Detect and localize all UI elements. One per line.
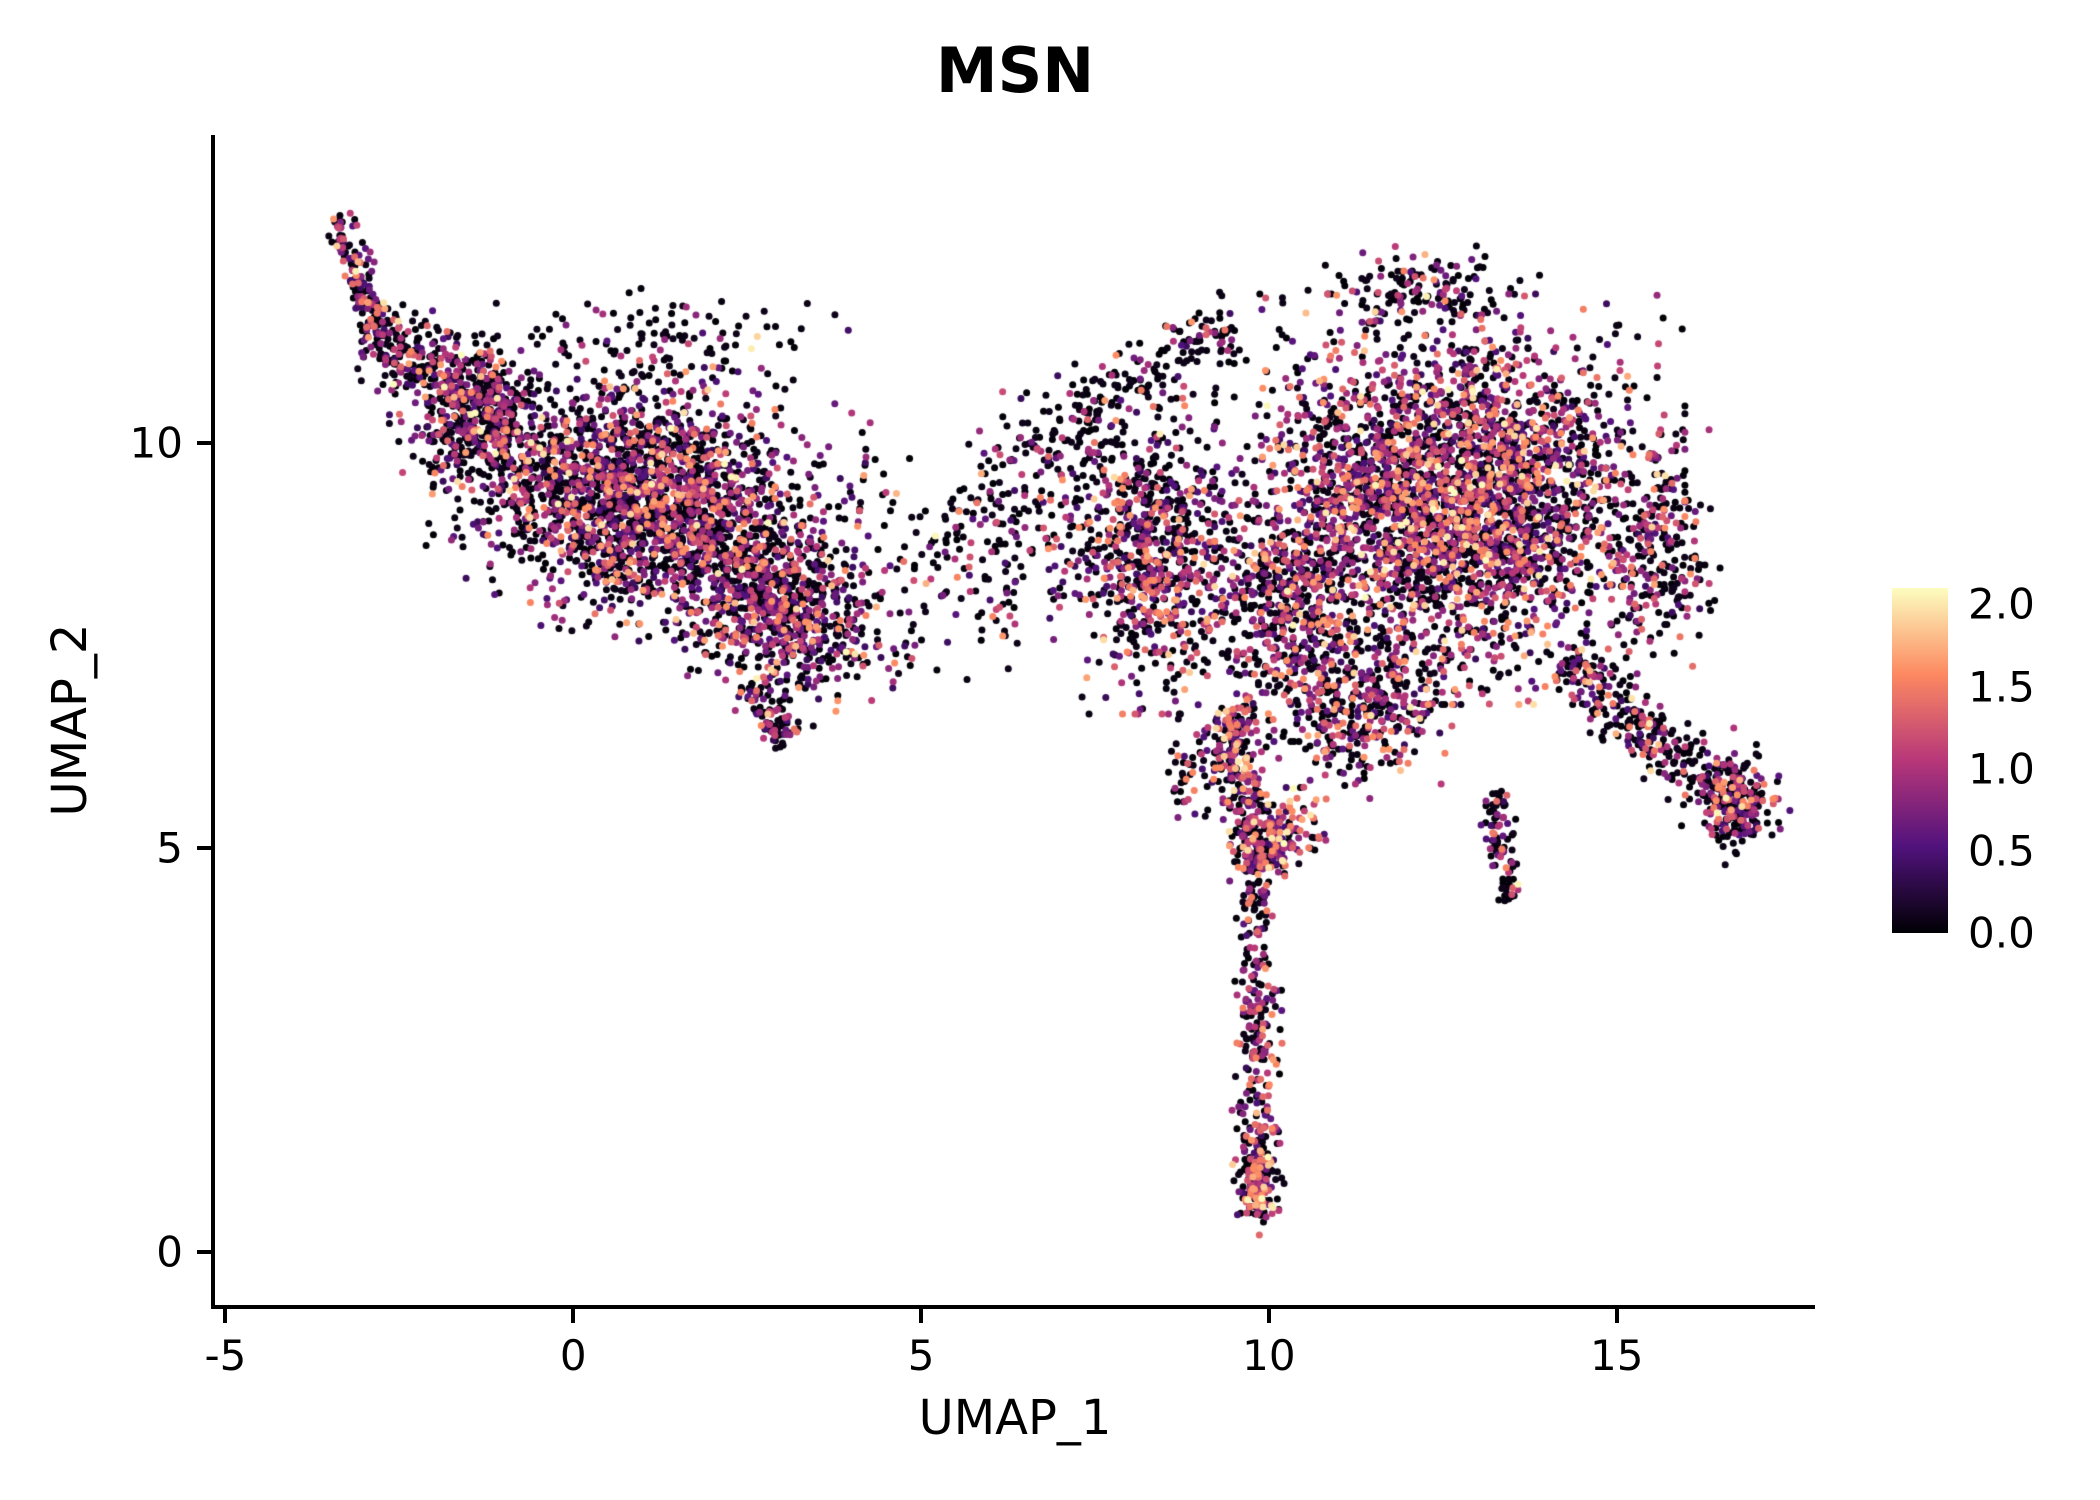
y-tick-mark bbox=[197, 1250, 211, 1255]
y-tick-label: 0 bbox=[156, 1227, 183, 1277]
colorbar-tick-label: 1.5 bbox=[1968, 662, 2035, 712]
x-tick-label: 0 bbox=[559, 1331, 587, 1380]
scatter-points bbox=[215, 135, 1815, 1305]
y-tick-mark bbox=[197, 440, 211, 445]
x-tick-mark bbox=[571, 1309, 576, 1323]
y-tick-mark bbox=[197, 845, 211, 850]
y-tick-label: 10 bbox=[129, 418, 183, 468]
x-tick-label: 15 bbox=[1590, 1331, 1644, 1380]
colorbar-gradient bbox=[1892, 588, 1948, 933]
x-tick-mark bbox=[223, 1309, 228, 1323]
colorbar-tick-label: 2.0 bbox=[1968, 579, 2035, 629]
colorbar-tick-label: 0.5 bbox=[1968, 826, 2035, 876]
y-axis-label: UMAP_2 bbox=[42, 623, 98, 817]
y-tick-label: 5 bbox=[156, 823, 183, 873]
x-axis-line bbox=[211, 1305, 1815, 1309]
x-tick-label: 10 bbox=[1242, 1331, 1296, 1380]
x-tick-label: 5 bbox=[907, 1331, 935, 1380]
x-axis-label: UMAP_1 bbox=[918, 1390, 1112, 1446]
colorbar-tick-label: 1.0 bbox=[1968, 744, 2035, 794]
chart-title: MSN bbox=[935, 34, 1095, 107]
x-tick-mark bbox=[1266, 1309, 1271, 1323]
plot-area: -5 0 5 10 15 0 5 10 bbox=[130, 135, 1815, 1380]
x-tick-mark bbox=[1614, 1309, 1619, 1323]
colorbar-tick-label: 0.0 bbox=[1968, 908, 2035, 958]
y-axis-line bbox=[211, 135, 215, 1309]
x-tick-mark bbox=[919, 1309, 924, 1323]
x-tick-label: -5 bbox=[204, 1331, 247, 1380]
